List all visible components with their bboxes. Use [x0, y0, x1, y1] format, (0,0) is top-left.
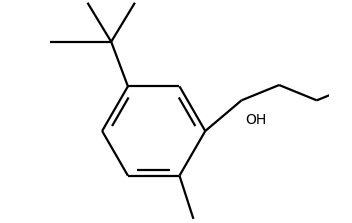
Text: OH: OH	[245, 114, 266, 127]
